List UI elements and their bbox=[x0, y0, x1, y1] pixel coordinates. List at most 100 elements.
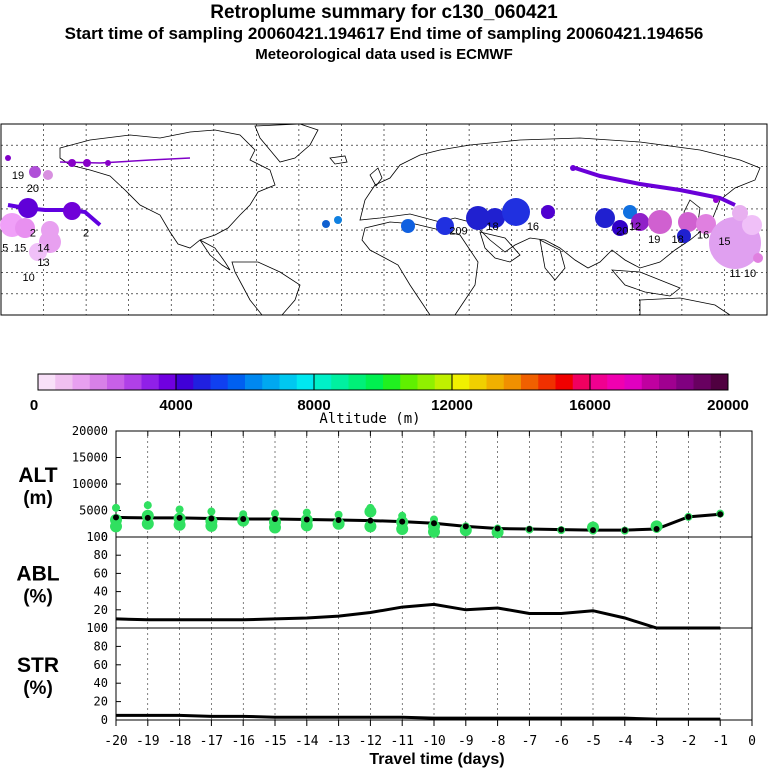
x-tick-label: -16 bbox=[231, 734, 254, 749]
colorbar-swatch bbox=[469, 374, 487, 390]
plume-dot bbox=[678, 212, 698, 232]
colorbar-swatch bbox=[400, 374, 418, 390]
alt-median-point bbox=[335, 517, 342, 524]
colorbar-swatch bbox=[107, 374, 125, 390]
plume-day-label: 19 bbox=[648, 234, 660, 246]
colorbar-swatch bbox=[245, 374, 263, 390]
altitude-dot bbox=[459, 524, 472, 537]
colorbar-swatch bbox=[210, 374, 229, 390]
time-series-data bbox=[110, 501, 725, 721]
panel-unit-str: (%) bbox=[23, 678, 53, 699]
plume-day-label: 16 bbox=[527, 221, 539, 233]
altitude-dot bbox=[207, 507, 216, 516]
retroplume-track bbox=[0, 155, 763, 269]
colorbar-tick-label: 0 bbox=[30, 397, 38, 414]
colorbar-swatch bbox=[676, 374, 694, 390]
altitude-dot bbox=[141, 517, 154, 530]
plume-dot bbox=[63, 202, 81, 220]
panel-ytick-label: 20 bbox=[94, 695, 108, 709]
x-tick-label: -14 bbox=[295, 734, 319, 749]
plume-day-label: 2 bbox=[30, 227, 36, 239]
colorbar-swatch bbox=[141, 374, 160, 390]
x-tick-label: -4 bbox=[617, 734, 633, 749]
plume-day-label: 209 bbox=[449, 225, 467, 237]
x-tick-label: -20 bbox=[104, 734, 127, 749]
panel-unit-abl: (%) bbox=[23, 587, 53, 608]
plume-day-label: 12 bbox=[629, 221, 641, 233]
colorbar-swatch bbox=[434, 374, 453, 390]
x-tick-label: -17 bbox=[200, 734, 223, 749]
colorbar-label: Altitude (m) bbox=[319, 411, 420, 427]
panel-ytick-label: 40 bbox=[94, 676, 108, 690]
altitude-dot bbox=[364, 505, 377, 518]
plume-dot bbox=[696, 214, 716, 234]
alt-median-point bbox=[462, 523, 469, 530]
altitude-dot bbox=[334, 510, 343, 519]
colorbar-swatch bbox=[641, 374, 660, 390]
plume-dot bbox=[677, 229, 691, 243]
panel-label-abl: ABL bbox=[16, 563, 59, 586]
plume-day-label: 2 bbox=[83, 227, 89, 239]
colorbar-swatch bbox=[158, 374, 177, 390]
panel-ytick-label: 80 bbox=[94, 548, 108, 562]
x-axis: -20 -19 -18 -17 -16 -15 -14 -13 -12 -11 -10 -9 -8 -7-… bbox=[104, 431, 756, 749]
colorbar-tick-label: 8000 bbox=[297, 397, 330, 414]
colorbar-swatch bbox=[72, 374, 91, 390]
colorbar-ticks: 0 4000 8000 12000 16000 20000 bbox=[30, 374, 749, 414]
x-tick-label: -13 bbox=[327, 734, 350, 749]
series-line-str bbox=[116, 713, 721, 721]
colorbar-swatch bbox=[383, 374, 401, 390]
altitude-dot bbox=[271, 509, 279, 518]
altitude-dot bbox=[269, 521, 281, 534]
panel-ytick-label: 100 bbox=[86, 530, 108, 544]
plume-day-label: 16 bbox=[697, 230, 709, 242]
plume-dot bbox=[502, 198, 530, 226]
x-tick-label: 0 bbox=[748, 734, 756, 749]
colorbar-tick-label: 20000 bbox=[707, 397, 749, 414]
colorbar-swatch bbox=[503, 374, 522, 390]
colorbar-swatch bbox=[693, 374, 712, 390]
plume-dot bbox=[612, 220, 628, 236]
x-tick-label: -8 bbox=[490, 734, 506, 749]
alt-median-point bbox=[431, 520, 437, 527]
altitude-dot bbox=[300, 519, 313, 532]
altitude-dot bbox=[428, 525, 440, 538]
colorbar-swatch bbox=[89, 374, 108, 390]
alt-median-point bbox=[653, 526, 660, 533]
alt-median-point bbox=[176, 514, 183, 521]
panel-ytick-label: 20000 bbox=[72, 424, 108, 438]
plume-day-label: 15 bbox=[718, 236, 730, 248]
alt-median-point bbox=[558, 526, 565, 533]
time-series-panels: 20000 15000 10000 5000 0 ALT(m) 100 80 60 40 20 0 AB… bbox=[16, 424, 753, 727]
plume-day-label: 19 bbox=[12, 170, 24, 182]
colorbar-swatch bbox=[417, 374, 436, 390]
plume-day-label: 14 bbox=[37, 242, 49, 254]
x-tick-label: -5 bbox=[585, 734, 601, 749]
panel-ytick-label: 20 bbox=[94, 603, 108, 617]
altitude-dot bbox=[364, 520, 377, 533]
colorbar-swatch bbox=[262, 374, 280, 390]
plume-dot bbox=[15, 218, 35, 238]
chart-title: Retroplume summary for c130_060421 bbox=[210, 2, 558, 23]
colorbar-tick-label: 16000 bbox=[569, 397, 611, 414]
panel-ytick-label: 0 bbox=[101, 621, 108, 635]
colorbar-swatch bbox=[348, 374, 367, 390]
alt-median-point bbox=[621, 527, 628, 534]
x-tick-label: -2 bbox=[681, 734, 697, 749]
alt-median-point bbox=[113, 514, 119, 521]
panel-ytick-label: 15000 bbox=[72, 451, 108, 465]
colorbar-swatch bbox=[624, 374, 643, 390]
altitude-dot bbox=[110, 520, 122, 533]
x-tick-label: -19 bbox=[136, 734, 159, 749]
altitude-dot bbox=[491, 526, 504, 539]
plume-dot bbox=[541, 205, 555, 219]
colorbar-tick-label: 4000 bbox=[159, 397, 192, 414]
plume-dot bbox=[623, 205, 637, 219]
x-tick-label: -7 bbox=[522, 734, 538, 749]
colorbar-swatch bbox=[607, 374, 625, 390]
altitude-dot bbox=[175, 505, 184, 514]
colorbar-swatch bbox=[227, 374, 246, 390]
plume-dot bbox=[436, 217, 454, 235]
